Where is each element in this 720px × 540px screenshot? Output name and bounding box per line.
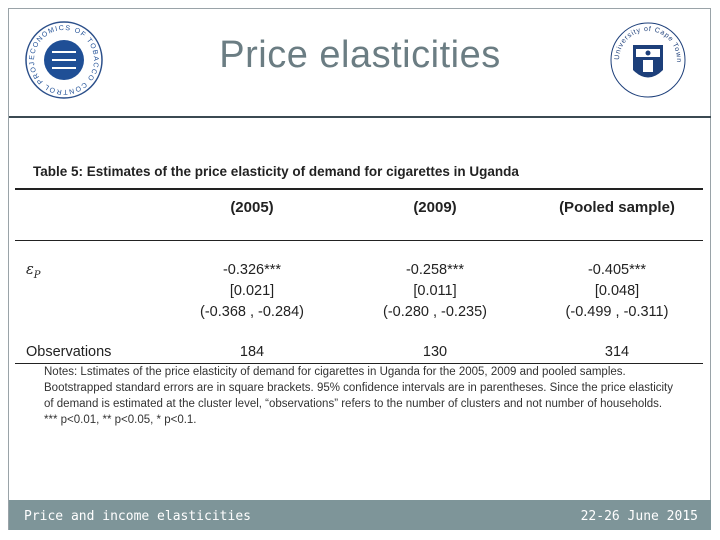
table-notes: Notes: Lstimates of the price elasticity…	[44, 364, 694, 428]
column-header-2005: (2005)	[230, 199, 274, 216]
notes-line: *** p<0.01, ** p<0.05, * p<0.1.	[44, 414, 197, 426]
header-divider	[9, 116, 711, 118]
table-caption: Table 5: Estimates of the price elastici…	[33, 164, 519, 179]
table-top-rule	[15, 188, 703, 190]
column-header-2009: (2009)	[413, 199, 457, 216]
estimate-pooled: -0.405***	[587, 262, 647, 278]
std-error-pooled: [0.048]	[594, 283, 640, 299]
ci-2005: (-0.368 , -0.284)	[200, 304, 304, 320]
table-header-rule	[15, 240, 703, 241]
footer-date: 22-26 June 2015	[580, 509, 698, 524]
ci-2009: (-0.280 , -0.235)	[383, 304, 487, 320]
column-header-pooled: (Pooled sample)	[559, 199, 675, 216]
notes-line: Notes: Lstimates of the price elasticity…	[44, 366, 626, 378]
epsilon-label: εP	[26, 262, 41, 281]
estimate-2009: -0.258***	[405, 262, 465, 278]
ci-pooled: (-0.499 , -0.311)	[565, 304, 669, 320]
observations-2005: 184	[239, 344, 265, 360]
estimate-2005: -0.326***	[222, 262, 282, 278]
tobacco-control-logo: ECONOMICS OF TOBACCO CONTROL PROJECT	[19, 10, 106, 105]
std-error-2009: [0.011]	[413, 283, 457, 299]
observations-pooled: 314	[604, 344, 630, 360]
notes-line: of demand is estimated at the cluster le…	[44, 398, 663, 410]
page-title: Price elasticities	[219, 34, 501, 76]
university-seal-logo: University of Cape Town	[606, 15, 690, 105]
footer-left-text: Price and income elasticities	[24, 509, 251, 524]
observations-label: Observations	[26, 344, 112, 360]
footer-bar	[9, 500, 711, 530]
elasticity-table	[15, 158, 703, 430]
table-bottom-rule	[15, 363, 703, 364]
notes-line: Bootstrapped standard errors are in squa…	[44, 382, 674, 394]
std-error-2005: [0.021]	[229, 283, 275, 299]
observations-2009: 130	[422, 344, 448, 360]
